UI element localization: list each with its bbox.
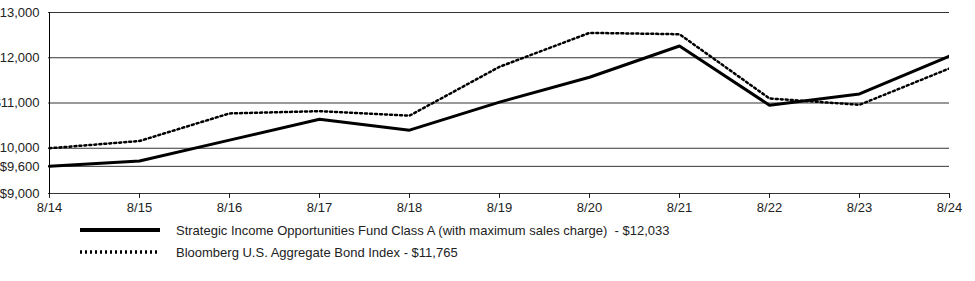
svg-text:$10,000: $10,000 bbox=[0, 140, 40, 155]
html-text:Strategic Income Opportunities: Strategic Income Opportunities Fund Clas… bbox=[176, 222, 670, 238]
svg-text:8/23: 8/23 bbox=[847, 200, 872, 215]
svg-text:$12,000: $12,000 bbox=[0, 50, 40, 65]
svg-text:8/16: 8/16 bbox=[217, 200, 242, 215]
svg-text:8/20: 8/20 bbox=[577, 200, 602, 215]
svg-text:8/15: 8/15 bbox=[127, 200, 152, 215]
svg-text:8/14: 8/14 bbox=[37, 200, 62, 215]
svg-text:$9,000: $9,000 bbox=[0, 186, 40, 201]
svg-text:$13,000: $13,000 bbox=[0, 5, 40, 20]
svg-text:$11,000: $11,000 bbox=[0, 95, 40, 110]
html-text:Bloomberg U.S. Aggregate Bond: Bloomberg U.S. Aggregate Bond Index - $1… bbox=[176, 244, 458, 260]
svg-text:$9,600: $9,600 bbox=[0, 159, 40, 174]
svg-text:8/18: 8/18 bbox=[397, 200, 422, 215]
svg-text:8/21: 8/21 bbox=[667, 200, 692, 215]
svg-text:8/22: 8/22 bbox=[757, 200, 782, 215]
svg-text:8/17: 8/17 bbox=[307, 200, 332, 215]
svg-text:8/19: 8/19 bbox=[487, 200, 512, 215]
svg-text:8/24: 8/24 bbox=[937, 200, 962, 215]
